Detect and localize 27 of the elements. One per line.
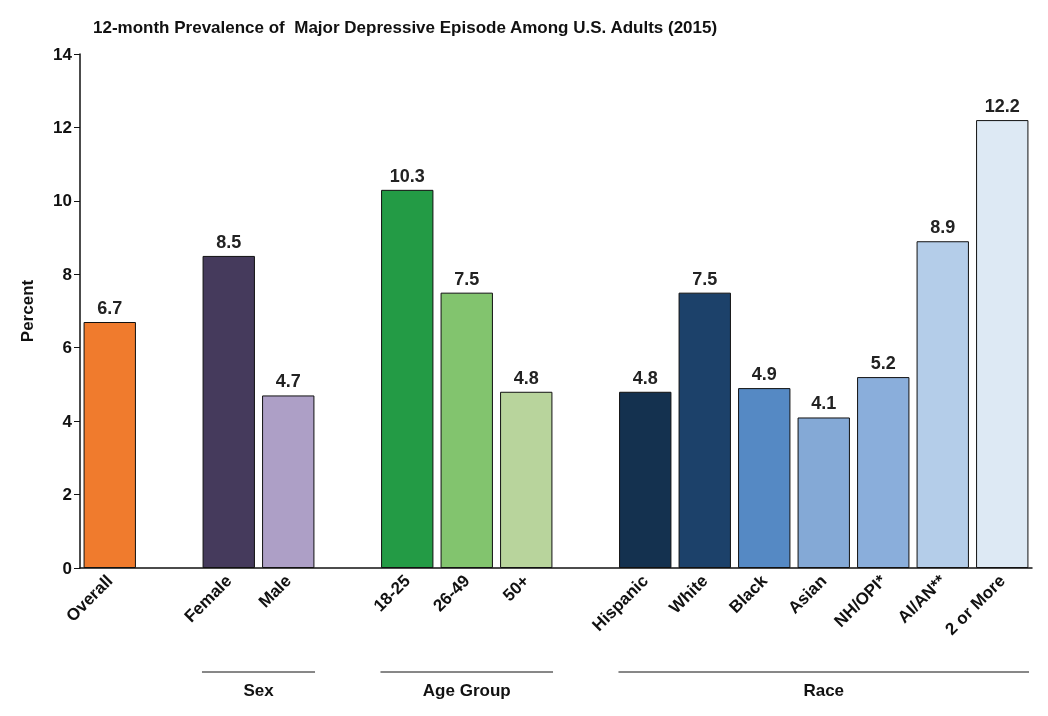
y-tick-label: 12 bbox=[53, 117, 72, 137]
x-tick-label: 50+ bbox=[499, 571, 534, 606]
y-tick-label: 6 bbox=[62, 338, 72, 358]
data-label: 4.8 bbox=[513, 367, 539, 388]
data-label: 6.7 bbox=[97, 298, 123, 319]
text: Age Group bbox=[422, 681, 511, 700]
y-tick-label: 10 bbox=[53, 191, 72, 211]
data-label: 4.1 bbox=[811, 393, 837, 414]
chart-title: 12-month Prevalence of Major Depressive Episode Among U.S. Adults (2015) bbox=[93, 18, 718, 37]
data-label: 7.5 bbox=[692, 268, 718, 289]
text: Sex bbox=[243, 681, 275, 700]
y-axis-title: Percent bbox=[18, 279, 37, 343]
data-label: 12.2 bbox=[984, 96, 1020, 117]
y-tick-label: 8 bbox=[62, 264, 72, 284]
data-label: 4.8 bbox=[632, 367, 658, 388]
y-tick-label: 4 bbox=[62, 411, 73, 431]
y-tick-label: 14 bbox=[53, 44, 73, 64]
y-tick-label: 2 bbox=[62, 485, 72, 505]
data-label: 4.9 bbox=[751, 364, 777, 385]
data-label: 7.5 bbox=[454, 268, 480, 289]
text: Race bbox=[803, 681, 845, 700]
y-tick-label: 0 bbox=[62, 558, 72, 578]
data-label: 4.7 bbox=[275, 371, 301, 392]
data-label: 5.2 bbox=[870, 353, 896, 374]
data-label: 8.5 bbox=[216, 231, 242, 252]
data-label: 10.3 bbox=[389, 165, 425, 186]
data-label: 8.9 bbox=[930, 217, 956, 238]
